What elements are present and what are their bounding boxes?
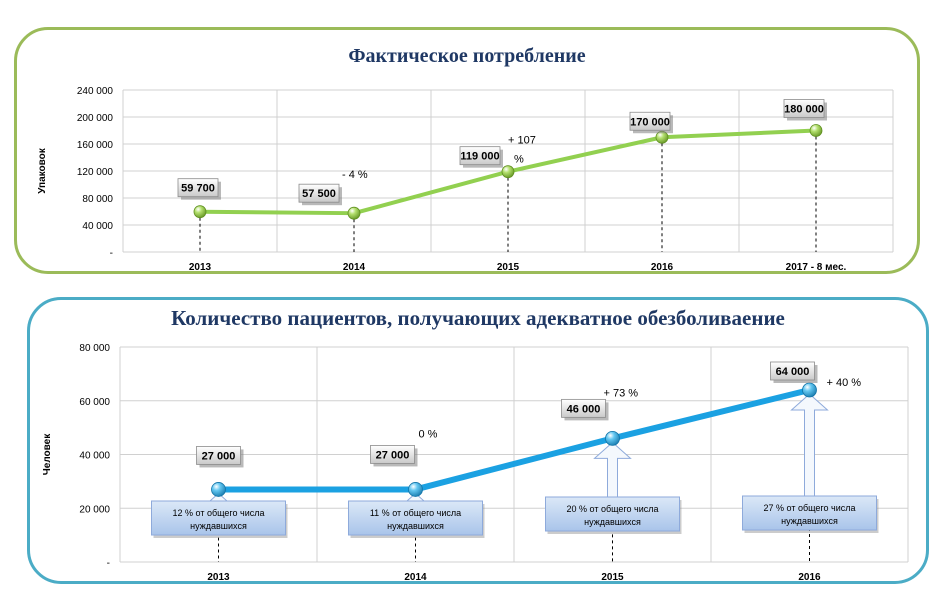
c1-data-label: 170 000 <box>630 116 670 128</box>
c1-data-point <box>501 165 515 179</box>
c2-data-point <box>802 382 817 398</box>
c2-data-point <box>408 482 423 497</box>
c2-callout-text-line1: 12 % от общего числа <box>173 508 265 518</box>
c2-callout-arrow <box>593 441 632 498</box>
c2-callout-text-line2: нуждавшихся <box>190 521 247 531</box>
c2-callout-arrow <box>790 393 829 497</box>
c1-change-annotation: + 107 <box>508 135 536 147</box>
c1-data-label: 57 500 <box>302 188 336 200</box>
c1-data-point <box>347 206 361 220</box>
c1-xtick-label: 2014 <box>343 262 366 273</box>
c2-y-axis-title: Человек <box>42 433 53 475</box>
c2-data-point <box>605 430 620 446</box>
c1-data-point <box>809 124 823 137</box>
c1-data-label-box <box>629 111 671 131</box>
c2-xtick-label: 2013 <box>207 572 230 583</box>
c2-xtick-label: 2016 <box>798 572 821 583</box>
c2-change-annotation: 0 % <box>419 428 438 440</box>
c2-callout-text-line1: 20 % от общего числа <box>567 504 659 514</box>
c1-ytick-label: 40 000 <box>82 221 113 232</box>
c1-xtick-label: 2016 <box>651 262 674 273</box>
c1-ytick-label: 240 000 <box>77 86 114 97</box>
c1-ytick-label: - <box>110 248 113 259</box>
c1-ytick-label: 160 000 <box>77 140 114 151</box>
c2-callout-text-line1: 27 % от общего числа <box>764 503 856 513</box>
c2-ytick-label: 60 000 <box>79 397 110 408</box>
c2-series-line <box>215 387 813 493</box>
c2-callout-box <box>742 495 877 531</box>
c1-ytick-label: 120 000 <box>77 167 114 178</box>
c2-data-label: 46 000 <box>567 403 601 415</box>
c2-callout-text-line2: нуждавшихся <box>781 516 838 526</box>
c1-data-label: 180 000 <box>784 104 824 116</box>
c2-data-label-box <box>561 398 606 418</box>
c1-y-axis-title: Упаковок <box>37 147 48 194</box>
c2-change-annotation: + 40 % <box>827 377 862 389</box>
c2-ytick-label: 80 000 <box>79 343 110 354</box>
c2-callout-text-line1: 11 % от общего числа <box>370 508 461 518</box>
c1-data-label-box <box>459 146 501 166</box>
c1-change-annotation-cont: % <box>514 154 524 166</box>
c2-xtick-label: 2014 <box>404 572 427 583</box>
c1-ytick-label: 80 000 <box>82 194 113 205</box>
c2-callout-box <box>545 496 680 532</box>
c2-data-label: 27 000 <box>202 450 236 462</box>
c1-change-annotation: - 4 % <box>342 169 368 181</box>
c2-data-label-box <box>370 445 415 464</box>
c1-data-label-box <box>177 178 219 198</box>
c1-xtick-label: 2017 - 8 мес. <box>786 262 847 273</box>
c2-data-label-box <box>196 446 241 465</box>
c1-xtick-label: 2013 <box>189 262 212 273</box>
c2-data-label-box <box>770 361 815 381</box>
c1-data-label-box <box>298 183 340 203</box>
c2-callout-box <box>348 500 483 536</box>
c2-data-label: 27 000 <box>376 449 410 461</box>
c2-callout-text-line2: нуждавшихся <box>387 521 444 531</box>
c2-ytick-label: 20 000 <box>79 504 110 515</box>
patients-chart-title: Количество пациентов, получающих адекват… <box>171 306 785 330</box>
c2-data-point <box>211 482 226 497</box>
c2-ytick-label: 40 000 <box>79 451 110 462</box>
c1-data-label: 59 700 <box>181 183 215 195</box>
c2-ytick-label: - <box>107 558 110 569</box>
c2-data-label: 64 000 <box>776 366 810 378</box>
c1-xtick-label: 2015 <box>497 262 520 273</box>
c1-data-point <box>193 205 207 219</box>
c2-change-annotation: + 73 % <box>604 387 639 399</box>
c1-data-label-box <box>783 99 825 118</box>
c2-callout-box <box>151 500 286 536</box>
c2-callout-text-line2: нуждавшихся <box>584 517 641 527</box>
c1-data-label: 119 000 <box>460 151 499 163</box>
consumption-chart-title: Фактическое потребление <box>348 45 586 67</box>
c2-xtick-label: 2015 <box>601 572 624 583</box>
c1-ytick-label: 200 000 <box>77 113 114 124</box>
